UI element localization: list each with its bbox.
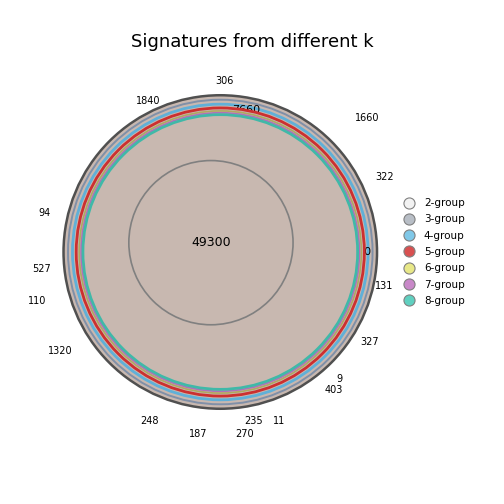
Text: 327: 327 [360,337,379,347]
Circle shape [76,108,364,396]
Text: 1840: 1840 [136,96,161,106]
Text: 7660: 7660 [232,105,261,115]
Circle shape [64,95,377,409]
Circle shape [129,161,293,325]
Text: 9: 9 [336,374,342,384]
Legend: 2-group, 3-group, 4-group, 5-group, 6-group, 7-group, 8-group: 2-group, 3-group, 4-group, 5-group, 6-gr… [395,194,469,310]
Circle shape [86,117,355,387]
Text: 527: 527 [32,264,50,274]
Text: 403: 403 [325,385,343,395]
Text: 94: 94 [38,208,50,218]
Text: 131: 131 [375,281,394,291]
Title: Signatures from different k: Signatures from different k [131,33,373,51]
Text: 11: 11 [273,416,285,426]
Circle shape [83,114,358,390]
Circle shape [68,100,372,404]
Text: 187: 187 [188,429,207,439]
Text: 270: 270 [235,429,254,439]
Circle shape [79,111,361,393]
Text: 110: 110 [28,295,47,305]
Text: 49300: 49300 [191,236,231,249]
Text: 1320: 1320 [48,346,73,356]
Circle shape [73,104,368,400]
Text: 248: 248 [140,416,159,426]
Text: 306: 306 [215,76,233,86]
Text: 322: 322 [375,172,394,182]
Text: 235: 235 [244,416,263,426]
Text: 1660: 1660 [355,112,379,122]
Circle shape [81,113,359,391]
Text: 26100: 26100 [336,247,371,257]
